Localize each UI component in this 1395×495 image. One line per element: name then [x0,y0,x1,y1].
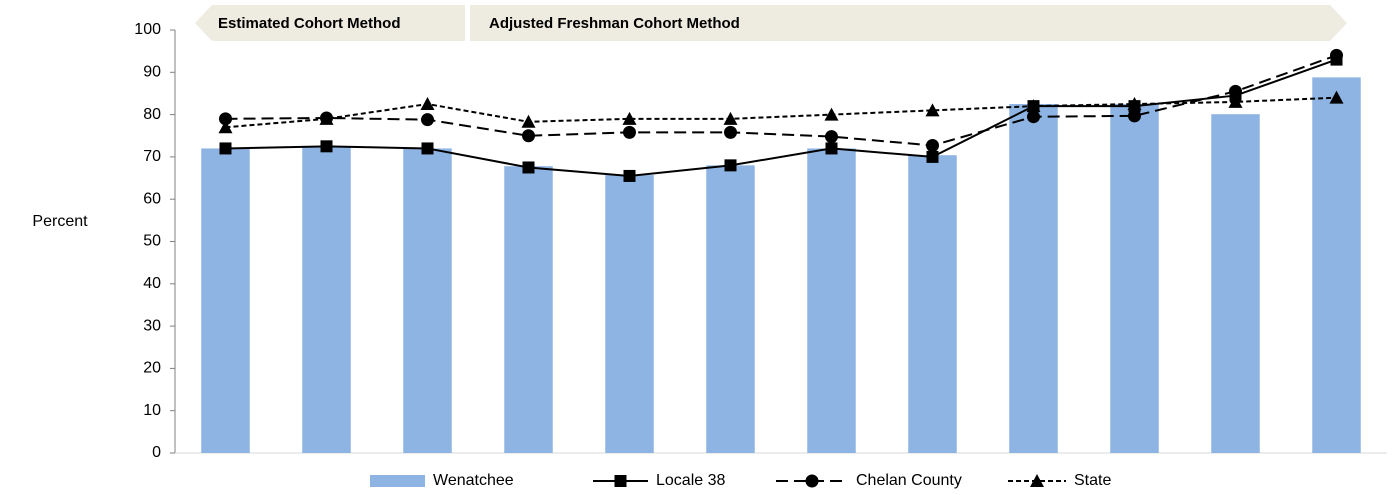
marker [1026,99,1041,113]
y-tick-label: 30 [143,317,161,334]
bar [201,148,250,453]
marker [824,107,839,121]
line [225,58,1337,177]
marker [1127,97,1142,111]
marker [421,113,434,127]
marker [825,130,838,144]
y-tick-label: 70 [143,148,161,165]
annotation: Adjusted Freshman Cohort Method [489,15,740,32]
marker [926,138,939,152]
marker [825,142,838,155]
y-tick-label: 80 [143,106,161,123]
legend-label: State [1074,472,1111,489]
legend-label: Locale 38 [656,472,725,489]
legend-swatch [370,475,425,487]
legend-marker [1030,474,1044,487]
bar [908,155,957,453]
marker [319,111,334,125]
bar [605,175,654,454]
marker [1330,48,1343,62]
bar [1009,104,1058,454]
marker [724,159,737,172]
y-tick-label: 20 [143,360,161,377]
legend-marker [805,474,819,488]
marker [623,125,636,139]
line [225,96,1337,129]
marker [420,97,435,111]
bar [706,165,755,454]
marker [1229,84,1242,98]
marker [724,125,737,139]
marker [925,103,940,117]
legend-marker [614,475,627,487]
marker [622,111,637,125]
marker [219,142,232,155]
marker [521,114,536,128]
legend-label: Chelan County [856,472,962,489]
y-tick-label: 90 [143,64,161,81]
y-axis-label: Percent [32,213,88,230]
bar [403,148,452,453]
y-tick-label: 10 [143,402,161,419]
bar [1312,77,1361,453]
marker [1329,90,1344,104]
marker [522,129,535,143]
marker [623,169,636,182]
bar [302,146,351,453]
banner-adjusted [470,5,1347,41]
banner-estimated [195,5,465,41]
marker [522,161,535,174]
marker [1128,109,1141,123]
marker [219,112,232,126]
marker [421,142,434,155]
marker [926,150,939,163]
y-tick-label: 100 [134,21,161,38]
marker [723,111,738,125]
y-tick-label: 50 [143,233,161,250]
bar [1211,114,1260,453]
y-tick-label: 60 [143,190,161,207]
annotation: Estimated Cohort Method [218,15,401,32]
bar [807,148,856,453]
bar [504,166,553,453]
legend-label: Wenatchee [433,472,514,489]
marker [1228,94,1243,108]
marker [320,140,333,153]
marker [218,120,233,134]
y-tick-label: 0 [152,444,161,461]
bar [1110,104,1159,454]
y-tick-label: 40 [143,275,161,292]
line [225,54,1337,147]
marker [1027,110,1040,124]
